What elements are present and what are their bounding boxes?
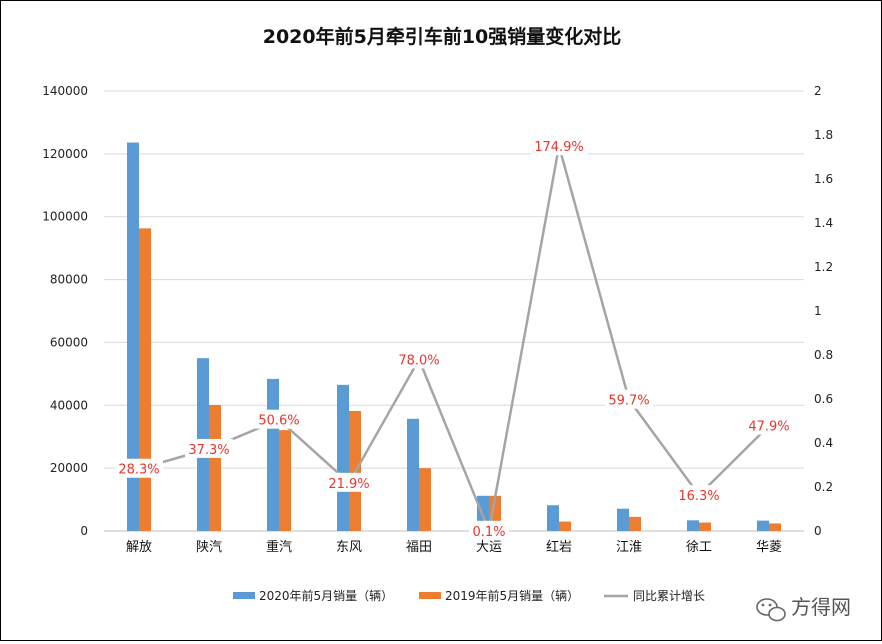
bar-2020 — [617, 508, 629, 531]
bar-2020 — [547, 505, 559, 531]
y-left-tick-label: 40000 — [50, 398, 88, 412]
legend-label-2020: 2020年前5月销量（辆） — [259, 588, 393, 603]
growth-data-label: 0.1% — [472, 525, 505, 540]
y-right-tick-label: 0 — [814, 524, 822, 538]
growth-line — [138, 144, 770, 533]
watermark: 方得网 — [756, 595, 851, 622]
y-left-tick-label: 20000 — [50, 461, 88, 475]
growth-data-label: 21.9% — [328, 477, 369, 492]
y-right-tick-label: 1.8 — [814, 128, 833, 142]
x-axis-categories: 解放 陕汽 重汽 东风 福田 大运 红岩 江淮 徐工 华菱 — [126, 539, 782, 555]
data-label-background — [745, 415, 793, 435]
growth-data-label: 37.3% — [188, 443, 229, 458]
x-category-label: 红岩 — [546, 539, 572, 555]
legend: 2020年前5月销量（辆） 2019年前5月销量（辆） 同比累计增长 — [233, 588, 705, 603]
x-category-label: 东风 — [336, 540, 362, 555]
growth-data-label: 47.9% — [748, 420, 789, 435]
wechat-icon — [756, 598, 786, 622]
bar-2019 — [209, 404, 221, 531]
y-right-tick-label: 1 — [814, 304, 822, 318]
bars — [127, 142, 781, 532]
y-right-tick-label: 1.2 — [814, 260, 833, 274]
legend-label-growth: 同比累计增长 — [633, 589, 705, 603]
bar-2019 — [629, 516, 641, 531]
y-left-tick-label: 120000 — [42, 147, 88, 161]
y-right-tick-label: 0.4 — [814, 436, 833, 450]
y-right-tick-label: 1.6 — [814, 172, 833, 186]
bar-2019 — [419, 468, 431, 531]
y-axis-right: 0 0.2 0.4 0.6 0.8 1 1.2 1.4 1.6 1.8 2 — [814, 84, 833, 538]
bar-2019 — [559, 521, 571, 531]
growth-data-label: 174.9% — [534, 140, 584, 155]
y-axis-left: 0 20000 40000 60000 80000 100000 120000 140000 — [42, 84, 88, 538]
data-label-background — [395, 349, 443, 369]
growth-data-label: 78.0% — [398, 353, 439, 368]
growth-data-label: 50.6% — [258, 414, 299, 429]
y-left-tick-label: 100000 — [42, 210, 88, 224]
data-label-background — [605, 389, 653, 409]
y-left-tick-label: 140000 — [42, 84, 88, 98]
data-label-background — [115, 458, 163, 478]
bar-2020 — [337, 384, 349, 531]
y-left-tick-label: 60000 — [50, 335, 88, 349]
legend-swatch-2020 — [233, 592, 255, 599]
x-category-label: 江淮 — [616, 540, 642, 555]
growth-data-label: 16.3% — [678, 489, 719, 504]
bar-2020 — [407, 418, 419, 531]
y-right-tick-label: 1.4 — [814, 216, 833, 230]
data-label-background — [531, 136, 587, 156]
legend-swatch-2019 — [419, 592, 441, 599]
x-category-label: 陕汽 — [196, 540, 222, 555]
x-category-label: 解放 — [126, 540, 152, 555]
data-label-background — [185, 438, 233, 458]
x-category-label: 福田 — [406, 540, 432, 555]
growth-data-label: 28.3% — [118, 463, 159, 478]
chart-title: 2020年前5月牵引车前10强销量变化对比 — [263, 25, 622, 48]
growth-data-label: 59.7% — [608, 394, 649, 409]
bar-2020 — [757, 520, 769, 531]
growth-line-path — [138, 144, 770, 533]
y-right-tick-label: 0.2 — [814, 480, 833, 494]
y-right-tick-label: 0.6 — [814, 392, 833, 406]
y-left-tick-label: 80000 — [50, 273, 88, 287]
bar-2019 — [699, 522, 711, 531]
y-right-tick-label: 0.8 — [814, 348, 833, 362]
bar-2020 — [127, 142, 139, 532]
x-category-label: 华菱 — [756, 540, 782, 555]
data-label-background — [255, 409, 303, 429]
data-label-background — [675, 485, 723, 505]
bar-2020 — [267, 378, 279, 531]
data-label-background — [325, 472, 373, 492]
bar-2019 — [769, 523, 781, 531]
bar-2019 — [279, 430, 291, 531]
data-labels: 28.3% 37.3% 50.6% 21.9% 78.0% 0.1% 174.9% 59.7%… — [115, 136, 793, 540]
x-category-label: 徐工 — [686, 540, 712, 555]
y-left-tick-label: 0 — [80, 524, 88, 538]
y-right-tick-label: 2 — [814, 84, 822, 98]
bar-2020 — [687, 520, 699, 531]
data-label-background — [469, 520, 509, 540]
bar-2019 — [139, 228, 151, 532]
x-category-label: 大运 — [476, 540, 502, 555]
x-category-label: 重汽 — [266, 539, 292, 555]
legend-label-2019: 2019年前5月销量（辆） — [445, 588, 579, 603]
watermark-text: 方得网 — [791, 595, 851, 619]
